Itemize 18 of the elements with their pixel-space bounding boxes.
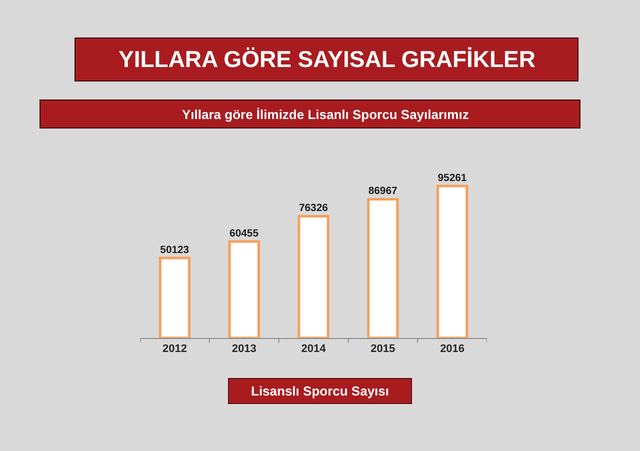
chart-title: YILLARA GÖRE SAYISAL GRAFİKLER [118, 46, 536, 72]
x-tick-label: 2016 [440, 343, 465, 356]
bar [367, 198, 399, 338]
x-tick-label: 2014 [301, 343, 327, 356]
data-label: 76326 [298, 202, 328, 214]
bar [228, 240, 260, 338]
chart-subtitle: Yıllara göre İlimizde Lisanlı Sporcu Sayılarımız [182, 107, 470, 122]
data-label: 60455 [230, 228, 259, 240]
x-tick-label: 2013 [232, 343, 256, 356]
bar [436, 184, 468, 338]
x-tick-label: 2015 [370, 343, 396, 356]
bar [158, 256, 191, 338]
x-axis-title: Lisanslı Sporcu Sayısı [251, 384, 389, 398]
data-label: 86967 [368, 186, 398, 197]
data-label: 50123 [160, 244, 190, 256]
bar [298, 214, 330, 338]
data-label: 95261 [438, 172, 467, 184]
x-tick-label: 2012 [162, 343, 187, 356]
